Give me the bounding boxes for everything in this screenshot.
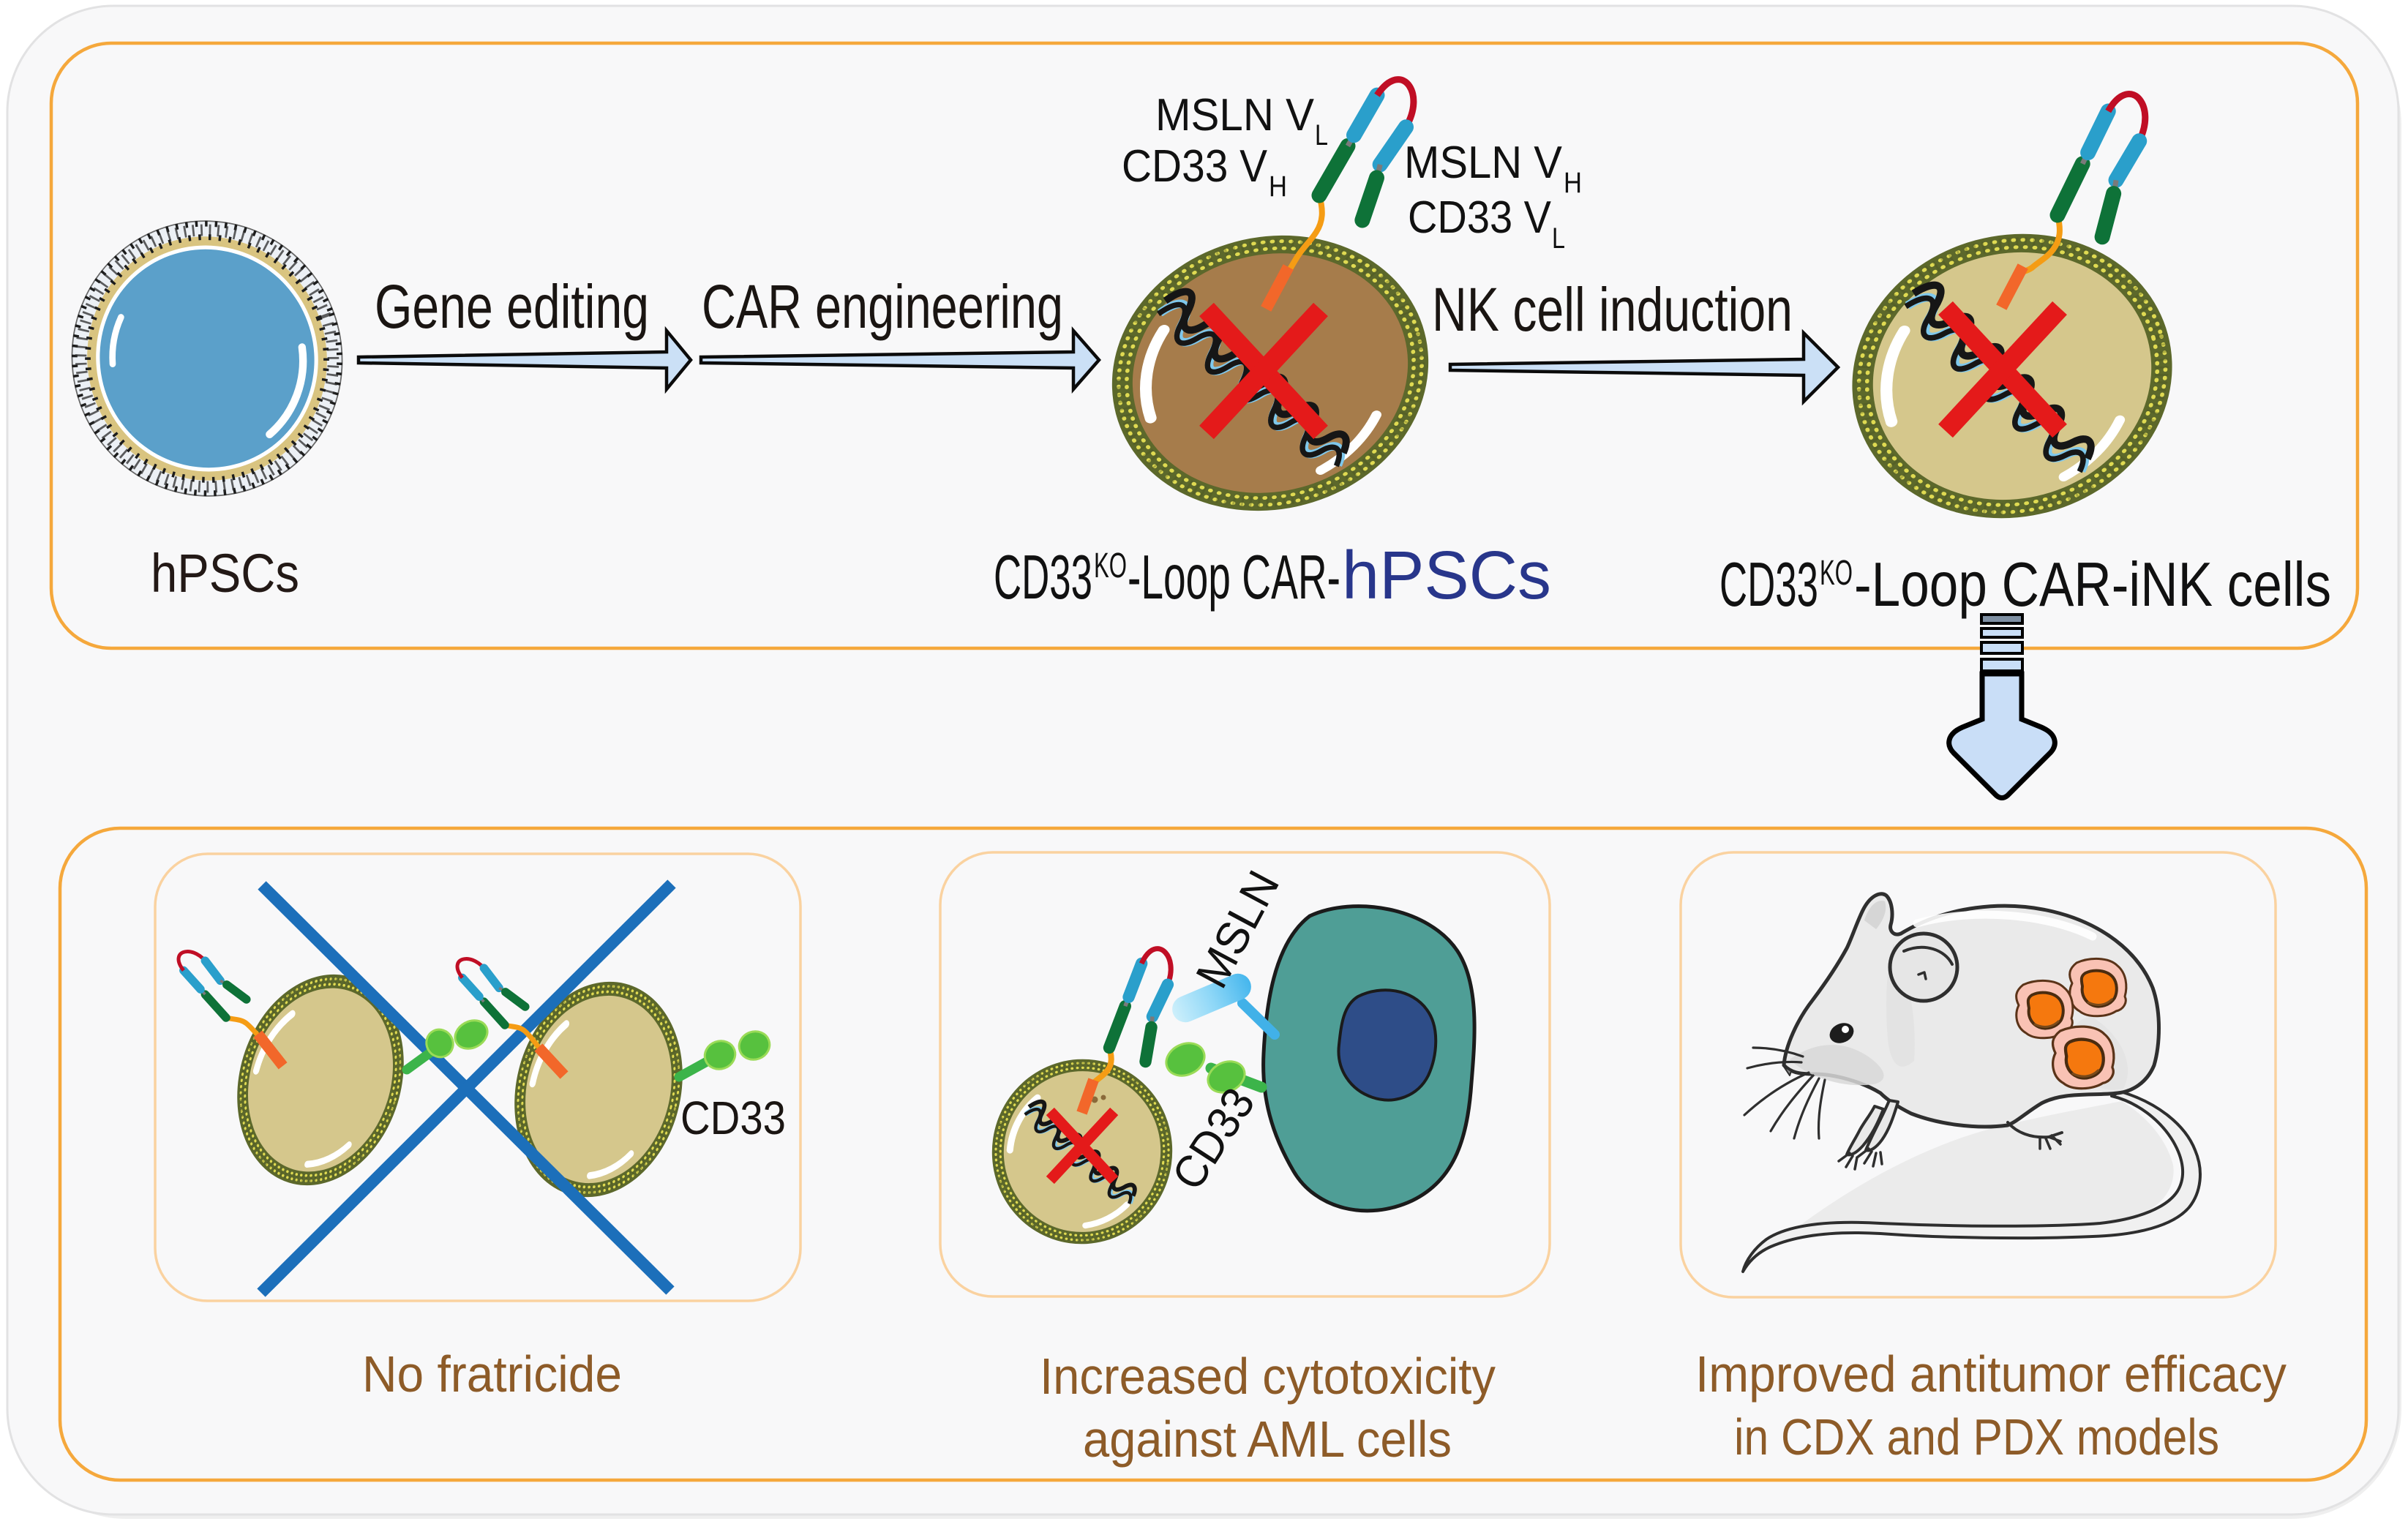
svg-text:H: H (1564, 167, 1582, 199)
svg-text:NK cell induction: NK cell induction (1432, 275, 1793, 344)
svg-text:hPSCs: hPSCs (151, 543, 299, 604)
svg-text:CD33: CD33 (994, 543, 1092, 612)
svg-text:-Loop CAR-iNK cells: -Loop CAR-iNK cells (1854, 550, 2331, 620)
svg-text:against AML cells: against AML cells (1083, 1411, 1452, 1468)
svg-text:in CDX and PDX models: in CDX and PDX models (1734, 1408, 2219, 1465)
svg-text:CD33 V: CD33 V (1122, 141, 1268, 192)
svg-text:Gene editing: Gene editing (375, 272, 649, 341)
svg-text:L: L (1552, 222, 1565, 255)
svg-text:KO: KO (1820, 554, 1853, 593)
svg-text:No fratricide: No fratricide (362, 1345, 622, 1403)
svg-text:MSLN V: MSLN V (1155, 90, 1315, 140)
svg-text:Improved antitumor efficacy: Improved antitumor efficacy (1695, 1345, 2287, 1403)
svg-text:MSLN V: MSLN V (1404, 138, 1563, 188)
svg-text:L: L (1315, 119, 1328, 151)
svg-text:CAR engineering: CAR engineering (702, 272, 1063, 341)
svg-text:CD33 V: CD33 V (1408, 192, 1552, 243)
svg-text:Increased cytotoxicity: Increased cytotoxicity (1040, 1348, 1496, 1405)
svg-text:hPSCs: hPSCs (1342, 537, 1551, 613)
svg-text:-Loop CAR-: -Loop CAR- (1128, 543, 1340, 612)
svg-text:CD33: CD33 (1719, 550, 1818, 620)
svg-text:KO: KO (1094, 547, 1127, 585)
svg-text:H: H (1269, 170, 1287, 203)
svg-text:CD33: CD33 (680, 1092, 786, 1144)
